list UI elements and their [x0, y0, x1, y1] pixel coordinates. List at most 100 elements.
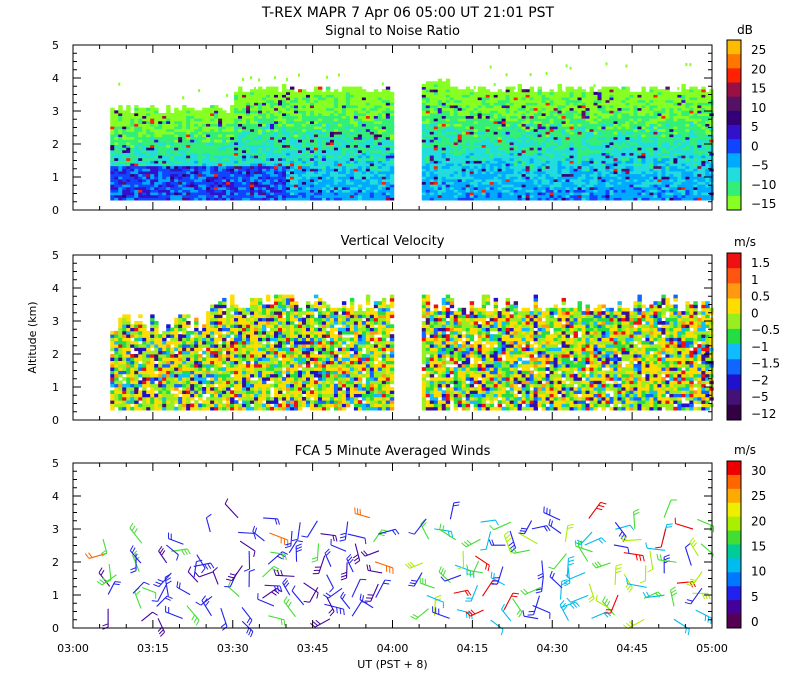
snr-cell: [617, 123, 622, 127]
snr-cell: [134, 197, 139, 201]
snr-cell: [509, 155, 515, 159]
snr-cell: [457, 165, 463, 169]
snr-cell: [234, 126, 239, 130]
snr-cell: [218, 144, 223, 148]
snr-cell: [154, 176, 159, 180]
snr-cell: [573, 149, 578, 153]
snr-cell: [577, 118, 582, 122]
snr-cell: [297, 157, 303, 161]
snr-cell: [605, 107, 610, 111]
snr-cell: [585, 181, 590, 185]
snr-cell: [533, 165, 539, 169]
snr-cell: [226, 171, 231, 175]
snr-cell: [110, 176, 115, 180]
snr-cell: [353, 186, 359, 190]
snr-cell: [557, 181, 562, 185]
snr-cell: [601, 186, 606, 190]
snr-cell: [357, 134, 363, 138]
snr-cell: [317, 173, 323, 177]
snr-cell: [345, 192, 351, 196]
snr-cell: [473, 155, 479, 159]
snr-cell: [313, 186, 319, 190]
snr-cell: [433, 83, 439, 87]
snr-cell: [313, 197, 319, 201]
snr-cell: [425, 160, 431, 164]
snr-cell: [349, 184, 355, 188]
snr-cell: [321, 134, 327, 138]
snr-cell: [589, 160, 594, 164]
snr-cell: [266, 181, 271, 185]
snr-cell: [537, 173, 542, 177]
snr-cell: [557, 136, 562, 140]
snr-cell: [453, 152, 459, 156]
snr-cell: [234, 155, 239, 159]
snr-cell: [541, 91, 546, 95]
snr-cell: [577, 149, 582, 153]
snr-cell: [441, 126, 447, 130]
snr-cell: [262, 91, 267, 95]
snr-cell: [246, 102, 251, 106]
snr-cell: [425, 89, 431, 93]
snr-cell: [621, 128, 626, 132]
snr-cell: [457, 178, 463, 183]
snr-cell: [501, 165, 507, 169]
snr-cell: [617, 139, 622, 143]
snr-cell: [509, 110, 515, 114]
snr-cell: [166, 139, 171, 143]
snr-cell: [258, 94, 263, 98]
snr-cell: [485, 194, 491, 198]
snr-cell: [122, 176, 127, 180]
snr-cell: [373, 186, 379, 190]
snr-cell: [381, 105, 387, 109]
snr-cell: [485, 168, 491, 172]
snr-cell: [533, 152, 539, 156]
snr-cell: [445, 97, 451, 101]
snr-cell: [178, 112, 183, 117]
snr-cell: [349, 139, 355, 143]
snr-cell: [477, 149, 483, 153]
snr-cell: [557, 102, 562, 106]
snr-cell: [465, 99, 471, 103]
snr-cell: [178, 173, 183, 177]
snr-cell: [206, 134, 211, 138]
snr-cell: [126, 171, 131, 175]
snr-cell: [321, 155, 327, 159]
snr-cell: [605, 144, 610, 148]
snr-cell: [238, 144, 243, 148]
snr-cell: [242, 186, 247, 190]
snr-cell: [138, 120, 143, 124]
snr-cell: [321, 160, 327, 164]
snr-cell: [282, 163, 287, 167]
snr-cell: [258, 115, 263, 119]
snr-cell: [305, 118, 311, 122]
snr-cell: [501, 131, 507, 135]
snr-cell: [529, 149, 535, 153]
snr-cell: [210, 184, 215, 188]
snr-cell: [118, 115, 123, 119]
snr-cell: [234, 184, 239, 188]
snr-cell: [258, 78, 261, 82]
snr-cell: [553, 152, 558, 156]
snr-cell: [118, 181, 123, 185]
snr-cell: [162, 171, 167, 175]
snr-cell: [581, 165, 586, 169]
snr-cell: [118, 128, 123, 132]
snr-cell: [317, 192, 323, 196]
snr-cell: [581, 149, 586, 153]
snr-cell: [178, 157, 183, 161]
snr-cell: [138, 128, 143, 132]
snr-cell: [166, 176, 171, 180]
snr-cell: [289, 197, 295, 201]
snr-cell: [142, 123, 147, 127]
snr-cell: [593, 97, 598, 101]
snr-cell: [433, 110, 439, 114]
snr-cell: [254, 163, 259, 167]
snr-cell: [230, 123, 235, 127]
snr-cell: [469, 197, 475, 201]
snr-cell: [561, 176, 566, 180]
snr-cell: [389, 142, 395, 146]
snr-cell: [242, 115, 247, 119]
snr-cell: [421, 160, 427, 164]
snr-cell: [369, 110, 375, 114]
snr-cell: [254, 144, 259, 148]
